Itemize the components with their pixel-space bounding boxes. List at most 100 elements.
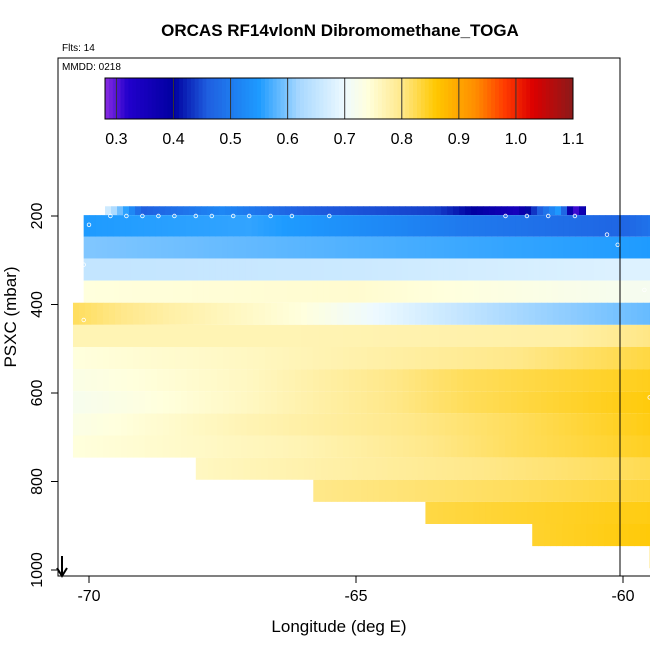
heatmap-cell <box>318 435 326 458</box>
colorbar-cell <box>397 78 402 119</box>
heatmap-cell <box>201 457 209 480</box>
heatmap-cell <box>231 457 239 480</box>
heatmap-cell <box>78 435 86 458</box>
heatmap-cell <box>492 369 500 392</box>
heatmap-cell <box>279 206 286 216</box>
heatmap-cell <box>90 435 98 458</box>
heatmap-cell <box>498 302 506 325</box>
heatmap-cell <box>263 236 271 259</box>
heatmap-cell <box>270 435 278 458</box>
heatmap-cell <box>366 324 374 347</box>
sample-point <box>524 213 530 219</box>
heatmap-cell <box>282 435 290 458</box>
heatmap-cell <box>600 369 608 392</box>
heatmap-cell <box>348 391 356 414</box>
heatmap-cell <box>227 258 235 281</box>
heatmap-cell <box>513 206 520 216</box>
colorbar-cell <box>311 78 317 119</box>
heatmap-cell <box>246 346 254 370</box>
heatmap-cell <box>575 501 582 524</box>
heatmap-cell <box>612 391 620 414</box>
heatmap-cell <box>246 324 254 347</box>
heatmap-cell <box>351 206 358 216</box>
heatmap-cell <box>372 391 380 414</box>
heatmap-cell <box>132 369 140 392</box>
heatmap-cell <box>636 324 644 347</box>
heatmap-cell <box>450 369 458 392</box>
heatmap-cell <box>599 236 607 259</box>
heatmap-cell <box>375 206 382 216</box>
heatmap-cell <box>432 324 440 347</box>
heatmap-cell <box>168 369 176 392</box>
heatmap-cell <box>258 413 266 436</box>
heatmap-cell <box>275 280 283 303</box>
heatmap-cell <box>282 391 290 414</box>
heatmap-cell <box>143 236 151 259</box>
heatmap-cell <box>162 324 170 347</box>
heatmap-cell <box>129 206 136 216</box>
heatmap-cell <box>519 457 527 480</box>
heatmap-cell <box>108 391 116 414</box>
heatmap-cell <box>630 435 638 458</box>
heatmap-cell <box>491 501 498 524</box>
heatmap-cell <box>395 280 403 303</box>
heatmap-cell <box>361 479 368 502</box>
heatmap-cell <box>95 280 103 303</box>
heatmap-cell <box>546 369 554 392</box>
heatmap-cell <box>459 206 466 216</box>
heatmap-cell <box>485 280 493 303</box>
heatmap-cell <box>83 280 91 303</box>
sample-point <box>124 213 129 219</box>
heatmap-cell <box>531 206 538 216</box>
heatmap-cell <box>281 280 289 303</box>
heatmap-cell <box>179 280 187 303</box>
colorbar-cell <box>565 78 570 119</box>
heatmap-cell <box>642 302 650 325</box>
heatmap-cell <box>372 346 380 370</box>
heatmap-cell <box>210 302 218 325</box>
heatmap-cell <box>408 435 416 458</box>
heatmap-cell <box>546 346 554 370</box>
heatmap-cell <box>438 346 446 370</box>
heatmap-cell <box>384 302 392 325</box>
heatmap-cell <box>516 324 524 347</box>
heatmap-cell <box>107 280 115 303</box>
colorbar-cell <box>335 78 340 119</box>
heatmap-cell <box>387 206 394 216</box>
heatmap-cell <box>300 413 308 436</box>
heatmap-cell <box>532 523 539 547</box>
heatmap-band-11 <box>72 435 650 458</box>
heatmap-cell <box>173 236 181 259</box>
heatmap-cell <box>593 280 601 303</box>
heatmap-cell <box>600 324 608 347</box>
heatmap-cell <box>317 258 325 281</box>
heatmap-cell <box>522 435 530 458</box>
heatmap-cell <box>102 413 110 436</box>
heatmap-cell <box>525 206 532 216</box>
colorbar-cell <box>319 78 324 119</box>
heatmap-cell <box>546 435 554 458</box>
heatmap-cell <box>95 215 103 237</box>
heatmap-cell <box>335 215 343 237</box>
heatmap-band-3 <box>83 258 650 281</box>
heatmap-cell <box>257 280 265 303</box>
heatmap-cell <box>294 369 302 392</box>
heatmap-cell <box>625 479 632 502</box>
heatmap-cell <box>395 236 403 259</box>
heatmap-cell <box>245 258 253 281</box>
colorbar-cell <box>245 78 250 119</box>
heatmap-cell <box>138 435 146 458</box>
colorbar-cell <box>237 78 242 119</box>
heatmap-cell <box>558 413 566 436</box>
heatmap-cell <box>84 346 92 370</box>
heatmap-cell <box>372 369 380 392</box>
colorbar-cell <box>545 78 551 119</box>
heatmap-cell <box>431 280 439 303</box>
heatmap-cell <box>582 435 590 458</box>
heatmap-cell <box>384 413 392 436</box>
heatmap-cell <box>606 413 614 436</box>
heatmap-cell <box>486 302 494 325</box>
heatmap-cell <box>547 479 554 502</box>
heatmap-cell <box>505 479 512 502</box>
